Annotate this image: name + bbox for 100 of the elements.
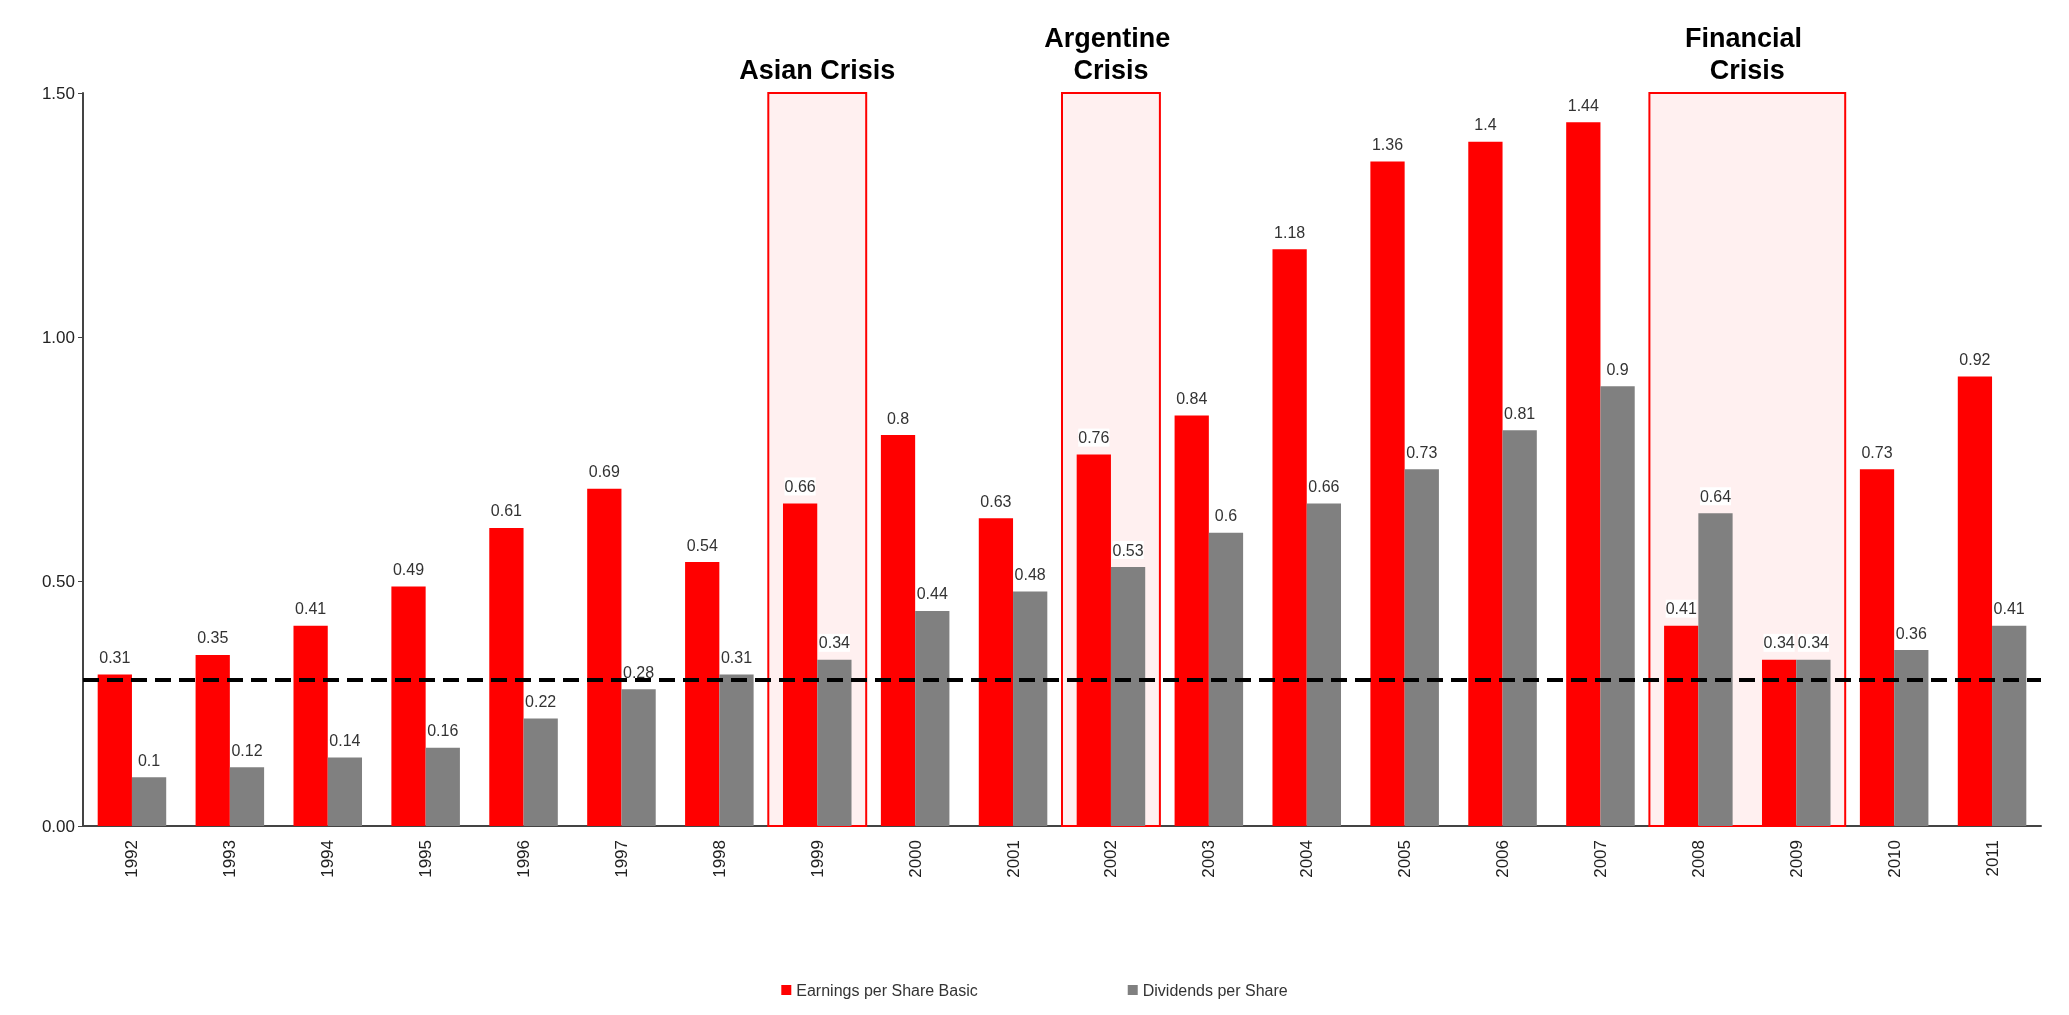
data-label: 0.12 xyxy=(231,741,263,759)
bar xyxy=(1957,376,1993,826)
data-label: 1.44 xyxy=(1567,96,1599,114)
bar xyxy=(587,488,622,826)
bar xyxy=(293,625,328,826)
data-label: 0.81 xyxy=(1504,404,1536,422)
bar xyxy=(1370,161,1405,826)
bar xyxy=(1664,625,1699,826)
data-label: 0.34 xyxy=(1797,634,1830,652)
bar xyxy=(915,610,950,826)
x-tick-label: 2009 xyxy=(1786,840,1806,878)
data-label: 0.66 xyxy=(784,477,816,495)
x-tick-label: 1999 xyxy=(807,840,827,878)
x-tick-label: 2004 xyxy=(1297,840,1317,878)
data-label: 0.63 xyxy=(980,492,1012,510)
bar xyxy=(391,586,426,826)
data-label: 0.41 xyxy=(1993,600,2025,618)
x-tick-label: 1998 xyxy=(709,840,729,878)
bar xyxy=(1110,567,1146,826)
bar xyxy=(489,527,524,826)
bar xyxy=(880,435,916,826)
data-label: 1.4 xyxy=(1474,116,1497,134)
bar xyxy=(1894,650,1929,826)
bar xyxy=(1306,503,1342,826)
x-tick-label: 2010 xyxy=(1884,840,1904,878)
x-tick-label: 1995 xyxy=(416,840,436,878)
data-label: 0.84 xyxy=(1176,390,1208,408)
x-tick-label: 2001 xyxy=(1003,840,1023,878)
bar xyxy=(425,747,460,826)
bar xyxy=(685,562,720,826)
bar xyxy=(1076,454,1111,826)
x-tick-label: 2005 xyxy=(1395,840,1415,878)
x-tick-label: 2008 xyxy=(1688,840,1708,878)
data-label: 0.61 xyxy=(490,502,523,520)
data-label: 0.31 xyxy=(99,649,131,667)
bar xyxy=(1859,469,1895,826)
bar xyxy=(1502,430,1537,826)
x-tick-label: 2007 xyxy=(1590,840,1610,878)
bar xyxy=(978,518,1014,826)
y-tick-label: 1.50 xyxy=(41,83,75,103)
data-label: 0.35 xyxy=(197,629,229,647)
data-label: 0.1 xyxy=(137,751,161,769)
data-label: 0.31 xyxy=(720,649,753,667)
bar xyxy=(1208,532,1244,826)
data-label: 1.18 xyxy=(1274,223,1306,241)
bar xyxy=(1992,625,2027,826)
y-tick-label: 1.00 xyxy=(41,327,75,347)
x-tick-label: 1994 xyxy=(318,840,338,878)
x-tick-label: 2002 xyxy=(1101,840,1121,878)
bar xyxy=(327,757,363,826)
bar xyxy=(1468,141,1503,826)
data-label: 0.41 xyxy=(1665,600,1697,618)
data-label: 0.53 xyxy=(1112,541,1144,559)
band-label: Asian Crisis xyxy=(739,55,896,85)
data-label: 0.34 xyxy=(1763,634,1795,652)
y-tick-label: 0.00 xyxy=(41,816,75,836)
data-label: 0.14 xyxy=(329,732,361,750)
legend-label: Dividends per Share xyxy=(1142,981,1288,999)
data-label: 0.36 xyxy=(1895,624,1927,642)
x-tick-label: 2000 xyxy=(905,840,925,878)
bar xyxy=(782,503,818,826)
bar xyxy=(195,654,230,826)
data-label: 0.69 xyxy=(588,463,620,481)
bar xyxy=(621,689,656,826)
bar xyxy=(97,674,132,826)
y-tick-label: 0.50 xyxy=(41,572,75,592)
data-label: 0.92 xyxy=(1959,350,1991,368)
data-label: 1.36 xyxy=(1371,135,1404,153)
band-label: Financial Crisis xyxy=(1685,23,1810,85)
data-label: 0.76 xyxy=(1078,429,1110,447)
bar xyxy=(1404,469,1439,826)
x-tick-label: 2011 xyxy=(1982,840,2002,877)
data-label: 0.54 xyxy=(686,536,718,554)
legend-label: Earnings per Share Basic xyxy=(796,981,978,999)
data-label: 0.22 xyxy=(525,692,557,710)
bar xyxy=(1761,659,1797,826)
data-label: 0.6 xyxy=(1214,507,1238,525)
x-tick-label: 2003 xyxy=(1199,840,1219,878)
data-label: 0.16 xyxy=(427,722,459,740)
data-label: 0.66 xyxy=(1308,477,1340,495)
bar xyxy=(131,777,167,826)
x-tick-label: 2006 xyxy=(1493,840,1513,878)
x-tick-label: 1996 xyxy=(514,840,534,878)
bar xyxy=(229,767,265,826)
bar xyxy=(719,674,754,826)
data-label: 0.49 xyxy=(392,561,425,579)
bar xyxy=(1600,386,1635,826)
data-label: 0.48 xyxy=(1014,565,1046,583)
data-label: 0.28 xyxy=(623,663,655,681)
x-tick-label: 1997 xyxy=(611,840,631,878)
data-label: 0.41 xyxy=(295,600,327,618)
data-label: 0.44 xyxy=(916,585,948,603)
bar xyxy=(1566,122,1601,826)
bar xyxy=(523,718,558,826)
data-label: 0.8 xyxy=(886,409,910,427)
bar xyxy=(1174,415,1209,826)
data-label: 0.73 xyxy=(1861,443,1893,461)
data-label: 0.34 xyxy=(818,634,851,652)
data-label: 0.73 xyxy=(1406,443,1438,461)
bar xyxy=(1698,513,1733,826)
